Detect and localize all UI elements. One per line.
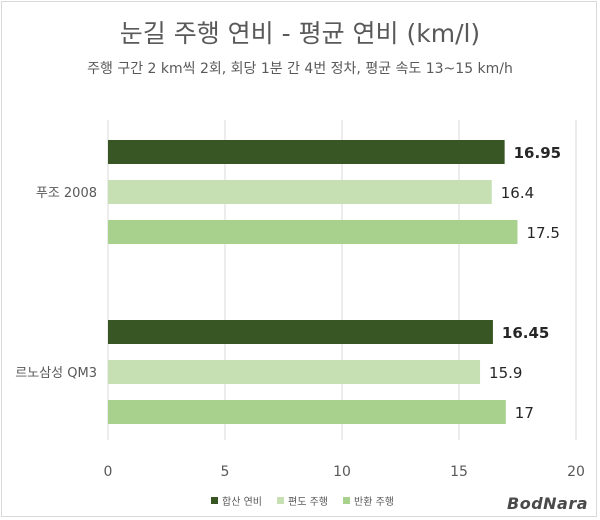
category-label: 푸조 2008 <box>36 186 97 201</box>
category-labels: 푸조 2008 르노삼성 QM3 <box>15 186 97 381</box>
brand-watermark: BodNara <box>507 494 589 513</box>
chart-subtitle: 주행 구간 2 km씩 2회, 회당 1분 간 4번 정차, 평균 속도 13~… <box>87 61 513 77</box>
x-tick-label: 0 <box>104 464 113 480</box>
bar <box>108 360 481 384</box>
category-label: 르노삼성 QM3 <box>15 366 97 381</box>
legend: 합산 연비 편도 주행 반환 주행 <box>211 496 394 508</box>
x-tick-labels: 0 5 10 15 20 <box>104 464 585 480</box>
bar-value-label: 16.95 <box>514 144 561 162</box>
bar <box>108 140 505 164</box>
legend-label: 반환 주행 <box>354 496 394 508</box>
x-tick-label: 5 <box>221 464 230 480</box>
bar <box>108 400 506 424</box>
chart-title: 눈길 주행 연비 - 평균 연비 (km/l) <box>119 19 481 48</box>
bar-value-label: 16.4 <box>501 184 534 202</box>
legend-swatch <box>211 497 218 504</box>
bar <box>108 220 518 244</box>
bar <box>108 320 493 344</box>
bar-value-label: 17 <box>515 404 534 422</box>
x-tick-label: 15 <box>450 464 468 480</box>
legend-swatch <box>277 497 284 504</box>
bar-value-label: 15.9 <box>489 364 522 382</box>
legend-label: 합산 연비 <box>222 496 262 508</box>
bar-value-label: 16.45 <box>502 324 549 342</box>
bars <box>108 140 518 424</box>
legend-swatch <box>343 497 350 504</box>
data-labels: 16.95 16.4 17.5 16.45 15.9 17 <box>489 144 561 422</box>
bar <box>108 180 492 204</box>
bar-value-label: 17.5 <box>527 224 560 242</box>
x-tick-label: 10 <box>333 464 351 480</box>
gridlines <box>107 120 577 440</box>
x-tick-label: 20 <box>567 464 585 480</box>
legend-label: 편도 주행 <box>288 496 328 508</box>
